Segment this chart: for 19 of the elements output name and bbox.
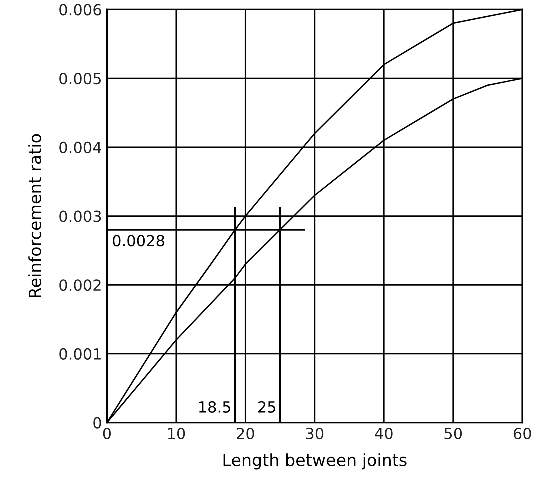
y-tick-label: 0.002 <box>60 280 101 292</box>
y-axis-title: Reinforcement ratio <box>28 134 42 298</box>
x-tick-label: 50 <box>444 428 462 440</box>
y-tick-label: 0 <box>94 417 102 429</box>
ref-line-label: 18.5 <box>199 401 230 413</box>
x-tick-label: 40 <box>375 428 393 440</box>
x-axis-title: Length between joints <box>224 454 407 470</box>
y-tick-label: 0.005 <box>60 73 102 85</box>
ref-line-label: 0.0028 <box>113 235 164 247</box>
x-tick-label: 0 <box>103 428 112 440</box>
y-tick-label: 0.006 <box>60 4 102 16</box>
ref-line-label: 25 <box>258 401 276 413</box>
x-tick-label: 30 <box>306 428 324 440</box>
y-tick-label: 0.004 <box>60 142 102 154</box>
x-tick-label: 10 <box>168 428 186 440</box>
y-tick-label: 0.003 <box>60 210 102 222</box>
y-tick-label: 0.001 <box>60 348 101 360</box>
x-tick-label: 20 <box>237 428 254 440</box>
x-tick-label: 60 <box>514 428 532 440</box>
